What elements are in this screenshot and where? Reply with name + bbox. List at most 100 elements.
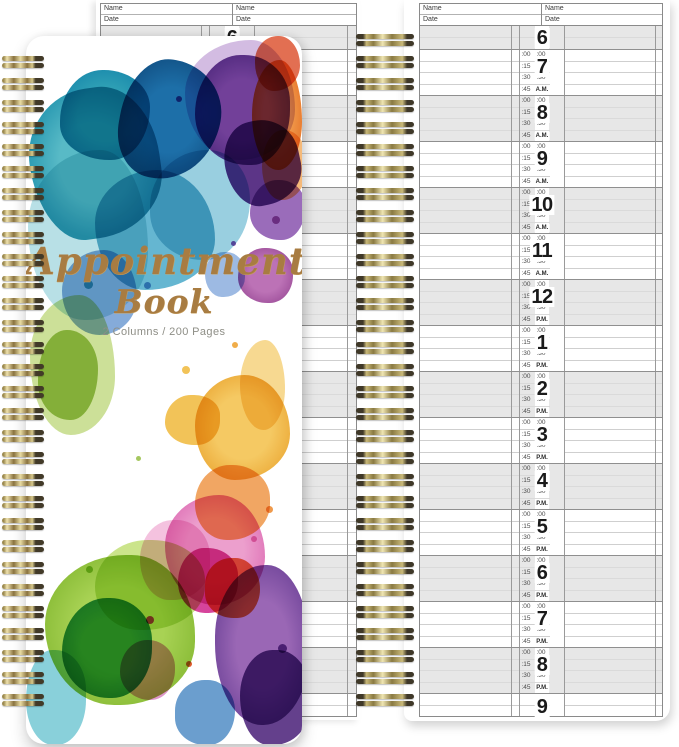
- rule-column: [655, 50, 662, 95]
- wire-bar: [356, 518, 414, 523]
- row-cell: :00: [520, 556, 535, 568]
- rule-column: [511, 602, 520, 647]
- wire-bar: [2, 151, 44, 156]
- row-cell: [565, 96, 655, 108]
- minute-label: :15: [521, 522, 531, 530]
- row-cell: [420, 499, 511, 510]
- minute-label: :15: [521, 384, 531, 392]
- rule-column: [564, 648, 655, 693]
- row-cell: :30: [520, 625, 535, 637]
- minute-label: :30: [536, 304, 546, 311]
- table-header: Name Date Name Date: [101, 4, 356, 26]
- row-cell: :30: [535, 349, 550, 361]
- row-cell: [512, 637, 519, 648]
- minute-label: :30: [521, 534, 531, 541]
- paint-dot: [266, 506, 273, 513]
- paint-dot: [176, 96, 182, 102]
- row-cell: :45: [520, 131, 535, 142]
- name-row: Name: [542, 4, 662, 15]
- row-cell: [420, 96, 511, 108]
- row-cell: [565, 234, 655, 246]
- wire-bar: [356, 195, 414, 200]
- row-cell: [348, 602, 356, 614]
- row-cell: :45: [520, 591, 535, 602]
- row-cell: :45: [520, 407, 535, 418]
- wire-bar: [356, 679, 414, 684]
- row-cell: [348, 303, 356, 315]
- wire-bar: [2, 144, 44, 149]
- wire-bar: [356, 41, 414, 46]
- hour-number: 9: [534, 696, 550, 718]
- minute-label: :15: [521, 200, 531, 208]
- row-cell: [348, 38, 356, 49]
- paint-dot: [136, 456, 141, 461]
- minute-label: :00: [536, 235, 546, 242]
- row-cell: [565, 418, 655, 430]
- rule-column: [420, 694, 511, 716]
- row-cell: [656, 303, 662, 315]
- row-cell: [348, 280, 356, 292]
- row-cell: [512, 223, 519, 234]
- wire-bar: [356, 437, 414, 442]
- minute-label: :00: [521, 327, 531, 334]
- row-cell: :00: [520, 602, 535, 614]
- rule-column: [347, 602, 356, 647]
- row-cell: :00: [520, 418, 535, 430]
- minute-label: :00: [521, 511, 531, 518]
- hour-number: 1: [534, 332, 550, 354]
- row-cell: :15: [520, 154, 535, 165]
- row-cell: [565, 154, 655, 165]
- hour-number: 12: [529, 286, 555, 308]
- wire-bar: [2, 606, 44, 611]
- row-cell: :30: [535, 73, 550, 85]
- wire-loop: [356, 694, 414, 706]
- row-cell: :15: [520, 522, 535, 533]
- row-cell: [565, 50, 655, 62]
- row-cell: :30: [520, 395, 535, 407]
- row-cell: [512, 671, 519, 683]
- rule-column: [520, 26, 535, 49]
- row-cell: [348, 96, 356, 108]
- wire-bar: [356, 254, 414, 259]
- wire-bar: [2, 122, 44, 127]
- wire-bar: [356, 694, 414, 699]
- wire-loop: [2, 100, 44, 112]
- row-cell: :30: [535, 303, 550, 315]
- wire-bar: [356, 364, 414, 369]
- wire-bar: [356, 63, 414, 68]
- wire-loop: [2, 496, 44, 508]
- row-cell: [656, 38, 662, 49]
- row-cell: [565, 119, 655, 131]
- wire-loop: [2, 122, 44, 134]
- minute-label: :00: [536, 419, 546, 426]
- row-cell: [512, 694, 519, 706]
- minute-lane: :00:15:30:45: [520, 648, 535, 693]
- wire-bar: [356, 525, 414, 530]
- hour-block: :00:15:30:45:00:15:30:459 A.M.: [420, 141, 662, 187]
- time-column: :00:15:30:45:00:15:30:457 A.M.: [520, 50, 564, 95]
- watercolor-splash: [38, 330, 98, 420]
- row-cell: :45: [520, 637, 535, 648]
- row-cell: [420, 683, 511, 694]
- wire-loop: [356, 672, 414, 684]
- rule-column: [347, 96, 356, 141]
- row-cell: [656, 96, 662, 108]
- wire-bar: [356, 657, 414, 662]
- wire-bar: [356, 239, 414, 244]
- row-cell: [656, 165, 662, 177]
- minute-lane: :00:15:30:45: [520, 602, 535, 647]
- wire-bar: [2, 503, 44, 508]
- row-cell: [656, 108, 662, 119]
- row-cell: [348, 487, 356, 499]
- wire-loop: [356, 232, 414, 244]
- row-cell: [348, 142, 356, 154]
- watercolor-splash: [262, 130, 302, 200]
- row-cell: [348, 625, 356, 637]
- time-column: 6: [520, 26, 564, 49]
- row-cell: [565, 499, 655, 510]
- wire-loop: [356, 474, 414, 486]
- hour-number: 10: [529, 194, 555, 216]
- row-cell: [348, 326, 356, 338]
- wire-loop: [356, 342, 414, 354]
- rule-column: [511, 464, 520, 509]
